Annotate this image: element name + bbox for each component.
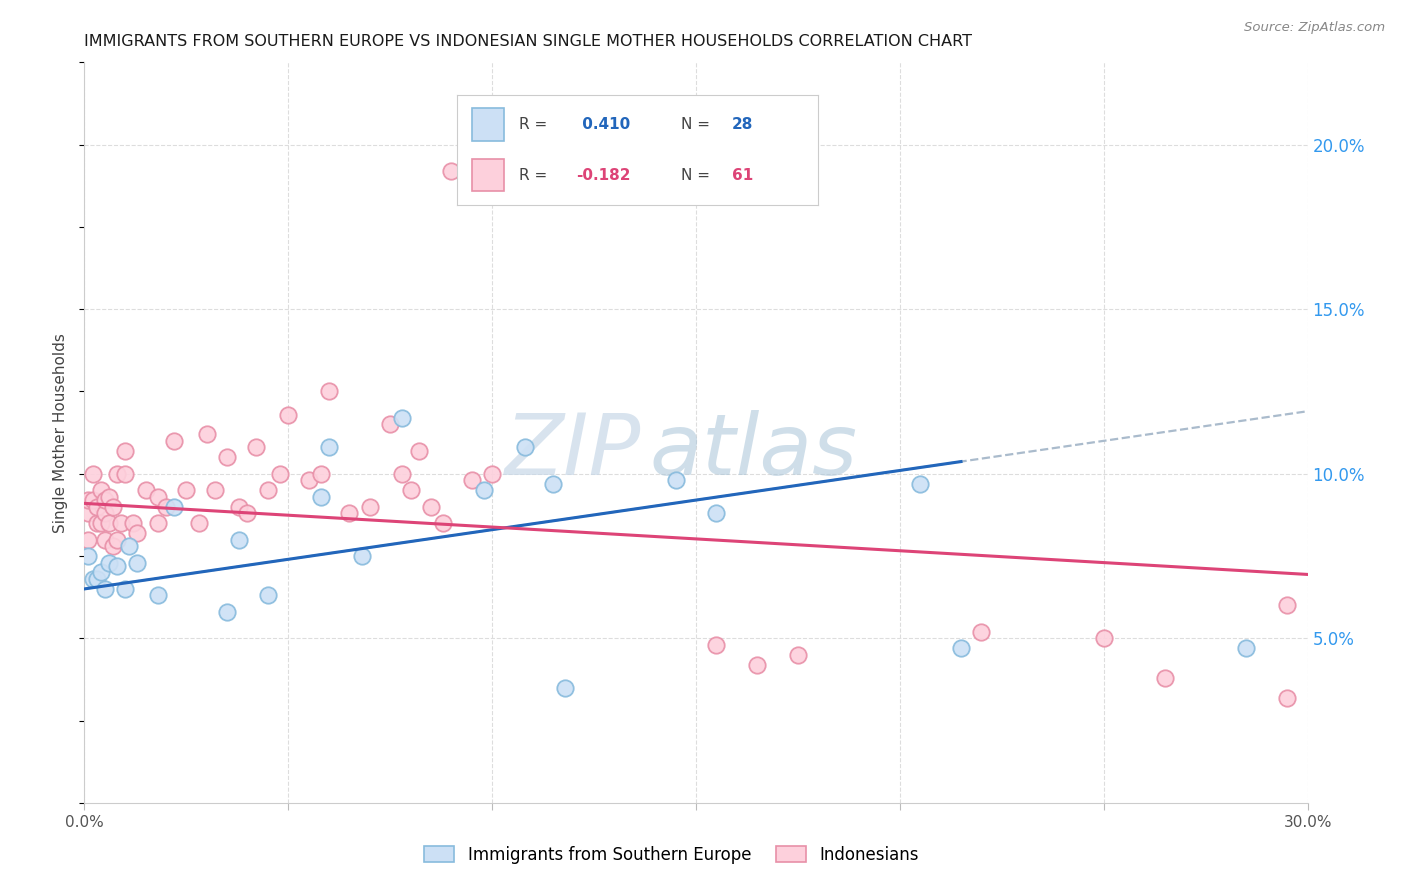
Point (93, 582, 115, 596)
Point (228, 500, 250, 514)
Point (1154, 671, 1177, 685)
Point (747, 657, 769, 672)
Point (146, 490, 169, 504)
Point (105, 533, 128, 547)
Point (391, 410, 413, 425)
Text: atlas: atlas (650, 409, 858, 492)
Point (970, 624, 993, 639)
Legend: Immigrants from Southern Europe, Indonesians: Immigrants from Southern Europe, Indones… (416, 838, 927, 872)
Point (391, 467, 413, 481)
Point (706, 506, 728, 520)
Point (146, 589, 169, 603)
Point (513, 441, 536, 455)
Point (1092, 632, 1115, 646)
Point (93, 493, 115, 508)
Point (146, 516, 169, 530)
Point (122, 516, 145, 530)
Point (309, 490, 332, 504)
Point (77, 549, 100, 563)
Point (97, 516, 120, 530)
Point (1236, 641, 1258, 656)
Point (86, 572, 108, 586)
Point (82, 572, 104, 586)
Point (155, 500, 177, 514)
Point (174, 483, 197, 498)
Point (93, 506, 115, 520)
Point (110, 516, 132, 530)
Point (217, 450, 239, 465)
Point (298, 473, 321, 487)
Point (90, 566, 112, 580)
Text: IMMIGRANTS FROM SOUTHERN EUROPE VS INDONESIAN SINGLE MOTHER HOUSEHOLDS CORRELATI: IMMIGRANTS FROM SOUTHERN EUROPE VS INDON… (84, 34, 973, 49)
Point (665, 473, 688, 487)
Point (245, 441, 267, 455)
Point (127, 526, 149, 541)
Point (86, 516, 108, 530)
Point (910, 476, 932, 491)
Point (543, 476, 565, 491)
Point (77, 493, 100, 508)
Point (269, 467, 291, 481)
Point (318, 384, 340, 399)
Point (359, 500, 381, 514)
Y-axis label: Single Mother Households: Single Mother Households (53, 333, 69, 533)
Point (554, 681, 576, 695)
Point (228, 533, 250, 547)
Point (706, 638, 728, 652)
Point (440, 164, 463, 178)
Point (77, 533, 100, 547)
Point (318, 441, 340, 455)
Point (101, 539, 124, 553)
Point (90, 516, 112, 530)
Point (399, 483, 422, 498)
Point (90, 483, 112, 498)
Point (257, 589, 280, 603)
Text: Source: ZipAtlas.com: Source: ZipAtlas.com (1244, 21, 1385, 35)
Point (420, 500, 443, 514)
Point (97, 490, 120, 504)
Point (105, 467, 128, 481)
Point (114, 467, 136, 481)
Point (77, 506, 100, 520)
Point (97, 556, 120, 570)
Point (127, 556, 149, 570)
Point (950, 641, 973, 656)
Point (481, 467, 503, 481)
Point (380, 417, 402, 432)
Point (432, 516, 454, 530)
Point (135, 483, 157, 498)
Point (257, 483, 280, 498)
Point (82, 467, 104, 481)
Point (105, 558, 128, 573)
Point (114, 582, 136, 596)
Point (787, 648, 810, 662)
Point (93, 533, 115, 547)
Point (163, 434, 186, 448)
Point (461, 473, 484, 487)
Point (204, 483, 226, 498)
Point (1277, 690, 1299, 705)
Point (163, 500, 186, 514)
Point (1277, 599, 1299, 613)
Point (408, 443, 430, 458)
Point (350, 549, 373, 563)
Point (195, 427, 218, 442)
Point (187, 516, 209, 530)
Point (217, 605, 239, 619)
Point (236, 506, 259, 520)
Point (114, 443, 136, 458)
Point (472, 483, 495, 498)
Point (118, 539, 141, 553)
Point (277, 408, 299, 422)
Point (86, 500, 108, 514)
Text: ZIP: ZIP (505, 409, 641, 492)
Point (339, 506, 361, 520)
Point (82, 493, 104, 508)
Point (101, 500, 124, 514)
Point (309, 467, 332, 481)
